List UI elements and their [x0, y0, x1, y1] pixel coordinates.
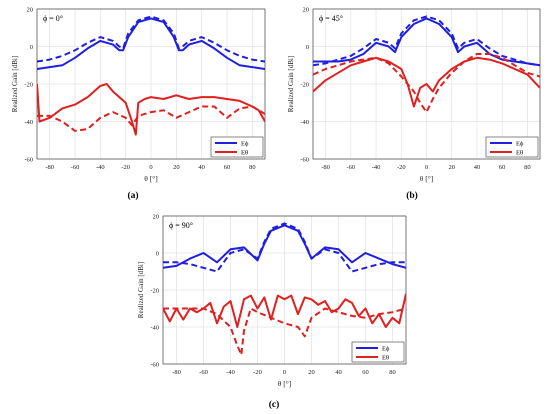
series-line-e-measured--1	[37, 15, 265, 63]
y-tick-label: 20	[303, 6, 310, 13]
x-tick-label: -60	[346, 164, 355, 171]
y-axis-label: Realized Gain [dBi]	[11, 56, 19, 112]
phi-annotation: ϕ = 0°	[43, 14, 63, 23]
legend-label: Eϕ	[516, 141, 524, 148]
x-tick-label: -20	[397, 164, 406, 171]
y-tick-label: 20	[153, 213, 160, 220]
x-tick-label: -80	[45, 164, 54, 171]
y-axis-label: Realized Gain [dBi]	[137, 262, 145, 318]
legend-label: Eθ	[516, 150, 523, 157]
x-tick-label: 0	[283, 369, 286, 376]
x-tick-label: 0	[425, 164, 428, 171]
series-line-e-measured--1	[163, 222, 406, 273]
y-tick-label: -60	[24, 156, 33, 163]
x-axis-label: θ [°]	[420, 174, 433, 183]
legend-box	[351, 341, 405, 363]
plot-frame	[312, 8, 541, 160]
y-tick-label: 0	[156, 250, 159, 257]
legend-box	[485, 136, 539, 158]
x-tick-label: -40	[372, 164, 381, 171]
x-tick-label: 40	[335, 369, 342, 376]
y-tick-label: -40	[150, 324, 159, 331]
y-tick-label: 20	[27, 6, 34, 13]
y-tick-label: -20	[300, 81, 309, 88]
y-axis-label: Realized Gain [dBi]	[287, 56, 295, 112]
x-tick-label: -80	[172, 369, 181, 376]
legend-label: Eθ	[241, 150, 248, 157]
y-tick-label: -60	[300, 156, 309, 163]
x-tick-label: 60	[362, 369, 369, 376]
series-line-e--0	[313, 17, 540, 67]
y-tick-label: -20	[150, 287, 159, 294]
x-tick-label: -40	[96, 164, 105, 171]
y-tick-label: -40	[300, 119, 309, 126]
y-tick-label: -60	[150, 361, 159, 368]
x-tick-label: 60	[224, 164, 231, 171]
x-tick-label: 40	[198, 164, 205, 171]
plot-frame	[162, 215, 407, 365]
series-line-e-measured--3	[37, 105, 265, 132]
y-tick-label: 0	[30, 44, 33, 51]
legend-label: Eϕ	[241, 141, 249, 148]
x-tick-label: 0	[149, 164, 152, 171]
series-line-e--2	[313, 56, 540, 108]
chart-panel-b: -80 -60 -40 -20 0 20 40 60 80 20 0 -20 -40 -60 ϕ = 45°…	[287, 6, 541, 201]
chart-panel-c: -80 -60 -40 -20 0 20 40 60 80 20 0 -20 -40 -60 ϕ = 90°…	[137, 213, 407, 410]
x-tick-label: 20	[173, 164, 180, 171]
x-tick-label: 20	[308, 369, 315, 376]
x-tick-label: 40	[474, 164, 481, 171]
x-tick-label: -20	[121, 164, 130, 171]
x-tick-label: -40	[226, 369, 235, 376]
series-line-e--0	[37, 17, 265, 70]
x-tick-label: 20	[448, 164, 455, 171]
series-line-e--0	[163, 224, 406, 269]
y-tick-label: -20	[24, 81, 33, 88]
series-line-e-measured--3	[163, 307, 406, 356]
x-tick-label: 80	[389, 369, 396, 376]
legend-box	[210, 136, 264, 158]
y-tick-label: -40	[24, 119, 33, 126]
phi-annotation: ϕ = 90°	[169, 221, 193, 230]
phi-annotation: ϕ = 45°	[319, 14, 343, 23]
panel-label: (b)	[406, 190, 418, 201]
x-tick-label: -20	[253, 369, 262, 376]
x-tick-label: -80	[321, 164, 330, 171]
series-line-e-measured--1	[313, 15, 540, 67]
legend-label: Eθ	[382, 355, 389, 362]
x-tick-label: 60	[499, 164, 506, 171]
series-line-e-measured--3	[313, 53, 540, 114]
legend-label: Eϕ	[382, 346, 390, 353]
x-axis-label: θ [°]	[278, 379, 291, 388]
x-tick-label: 80	[524, 164, 531, 171]
panel-label: (a)	[127, 190, 138, 201]
x-tick-label: -60	[71, 164, 80, 171]
y-tick-label: 0	[306, 44, 309, 51]
x-tick-label: 80	[249, 164, 256, 171]
panel-label: (c)	[269, 399, 280, 410]
chart-panel-a: -80 -60 -40 -20 0 20 40 60 80 20 0 -20 -40 -60 ϕ = 0° E…	[11, 6, 266, 201]
x-tick-label: -60	[199, 369, 208, 376]
x-axis-label: θ [°]	[144, 174, 157, 183]
